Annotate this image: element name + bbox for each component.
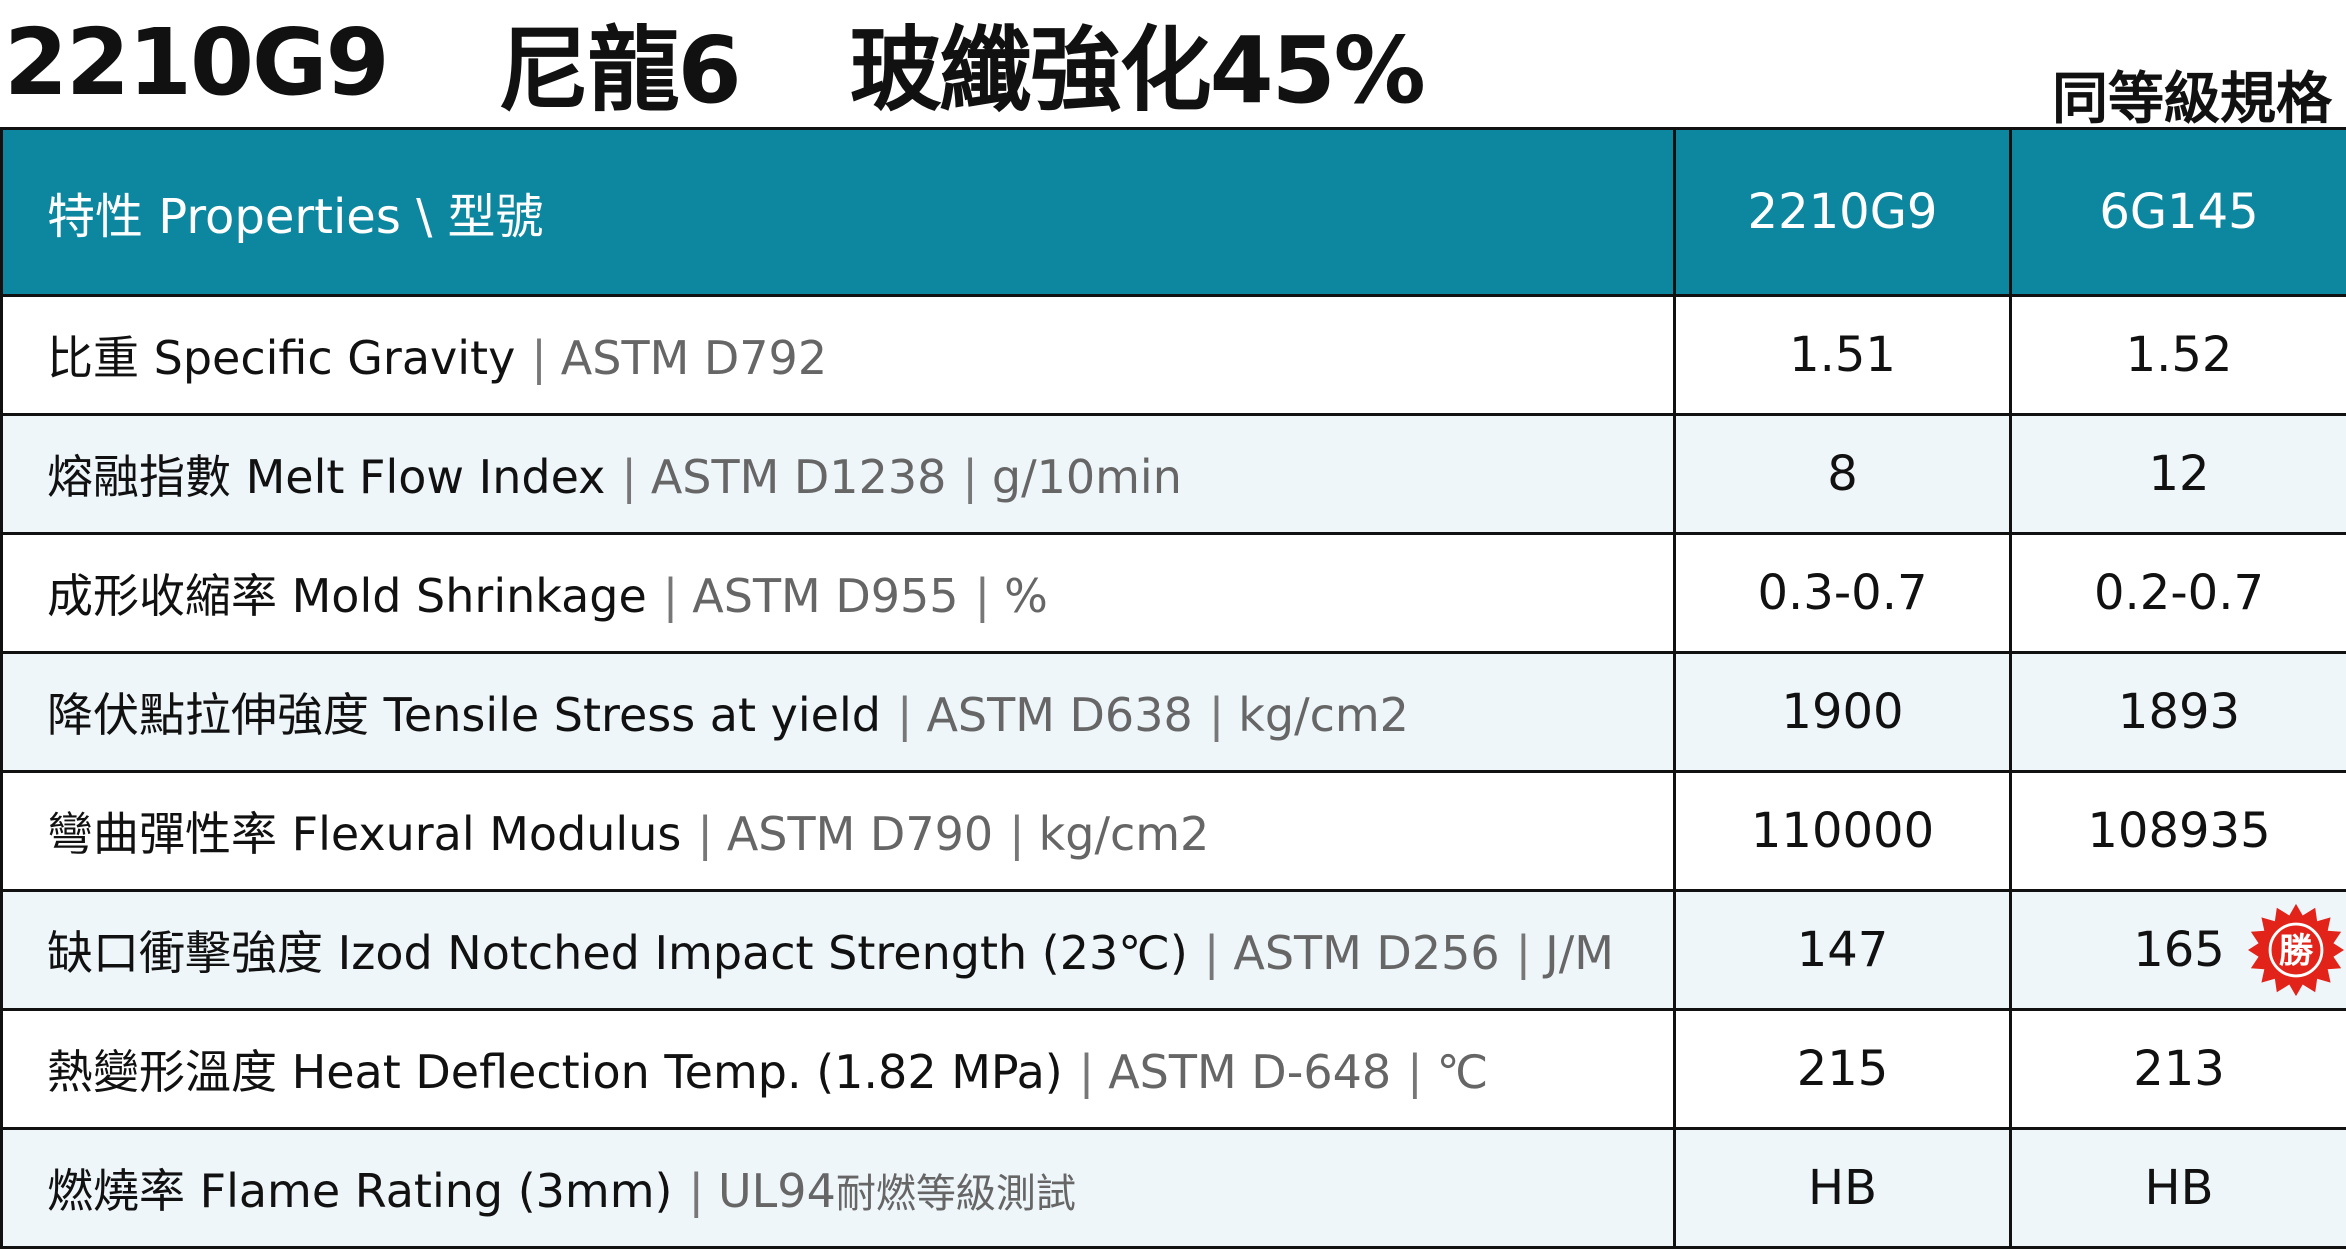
value-6g145: 12	[2009, 413, 2346, 535]
unit: kg/cm2	[1038, 807, 1210, 861]
row-label: 熱變形溫度 Heat Deflection Temp. (1.82 MPa) | A…	[0, 1008, 1676, 1130]
value-6g145: 1893	[2009, 651, 2346, 773]
table-row: 燃燒率 Flame Rating (3mm) | UL94耐燃等級測試 HB HB	[0, 1127, 2346, 1249]
value-2210g9: 8	[1673, 413, 2012, 535]
table-row: 降伏點拉伸強度 Tensile Stress at yield | ASTM D63…	[0, 651, 2346, 773]
value-6g145: 1.52	[2009, 294, 2346, 416]
row-label: 燃燒率 Flame Rating (3mm) | UL94耐燃等級測試	[0, 1127, 1676, 1249]
property-name: 熱變形溫度 Heat Deflection Temp. (1.82 MPa)	[47, 1045, 1063, 1099]
value-6g145: 108935	[2009, 770, 2346, 892]
title-material: 尼龍6	[497, 16, 742, 124]
separator: |	[962, 450, 978, 504]
property-name: 彎曲彈性率 Flexural Modulus	[47, 807, 682, 861]
test-standard: ASTM D792	[560, 331, 828, 385]
test-standard: ASTM D790	[726, 807, 994, 861]
unit: kg/cm2	[1238, 688, 1409, 742]
spec-table: 特性 Properties \ 型號 2210G9 6G145 比重 Speci…	[0, 127, 2346, 1249]
header-model-6g145: 6G145	[2009, 127, 2346, 297]
test-standard: ASTM D1238	[650, 450, 947, 504]
row-label: 降伏點拉伸強度 Tensile Stress at yield | ASTM D63…	[0, 651, 1676, 773]
unit: ℃	[1436, 1045, 1489, 1099]
property-name: 比重 Specific Gravity	[47, 331, 516, 385]
value-6g145: HB	[2009, 1127, 2346, 1249]
table-row: 缺口衝擊強度 Izod Notched Impact Strength (23℃…	[0, 889, 2346, 1011]
property-name: 燃燒率 Flame Rating (3mm)	[47, 1164, 673, 1218]
test-standard: ASTM D955	[692, 569, 959, 623]
table-row: 彎曲彈性率 Flexural Modulus | ASTM D790 | kg/cm2 …	[0, 770, 2346, 892]
separator: |	[662, 569, 679, 623]
separator: |	[896, 688, 913, 742]
title-reinforcement: 玻纖強化45%	[849, 16, 1426, 124]
property-name: 熔融指數 Melt Flow Index	[47, 450, 606, 504]
property-name: 缺口衝擊強度 Izod Notched Impact Strength (23℃…	[47, 926, 1188, 980]
separator: |	[1407, 1045, 1423, 1099]
row-label: 缺口衝擊強度 Izod Notched Impact Strength (23℃…	[0, 889, 1676, 1011]
separator: |	[1208, 688, 1225, 742]
separator: |	[974, 569, 991, 623]
header-model-2210g9: 2210G9	[1673, 127, 2012, 297]
badge-label: 勝	[2279, 931, 2314, 971]
badge-starburst	[2248, 903, 2344, 997]
separator: |	[1078, 1045, 1095, 1099]
unit: J/M	[1545, 926, 1614, 980]
value-2210g9: 147	[1673, 889, 2012, 1011]
test-standard: ASTM D256	[1233, 926, 1500, 980]
separator: |	[1009, 807, 1025, 861]
title-model: 2210G9	[4, 8, 390, 116]
row-label: 彎曲彈性率 Flexural Modulus | ASTM D790 | kg/cm2	[0, 770, 1676, 892]
separator: |	[621, 450, 637, 504]
value-6g145: 0.2-0.7	[2009, 532, 2346, 654]
page-title: 2210G9 尼龍6 玻纖強化45%	[4, 6, 1426, 124]
table-row: 熔融指數 Melt Flow Index | ASTM D1238 | g/10min …	[0, 413, 2346, 535]
value-6g145-cell: 165 勝	[2009, 889, 2346, 1011]
value-6g145: 165	[2133, 922, 2225, 978]
value-2210g9: 110000	[1673, 770, 2012, 892]
test-standard: ASTM D638	[926, 688, 1193, 742]
win-badge-icon: 勝	[2248, 903, 2344, 997]
value-2210g9: 1.51	[1673, 294, 2012, 416]
unit: g/10min	[991, 450, 1182, 504]
value-6g145: 213	[2009, 1008, 2346, 1130]
test-standard-note: 耐燃等級測試	[835, 1171, 1076, 1217]
separator: |	[1203, 926, 1220, 980]
test-standard: ASTM D-648	[1108, 1045, 1392, 1099]
value-2210g9: HB	[1673, 1127, 2012, 1249]
separator: |	[531, 331, 547, 385]
value-2210g9: 0.3-0.7	[1673, 532, 2012, 654]
test-standard: UL94	[718, 1164, 836, 1218]
table-row: 熱變形溫度 Heat Deflection Temp. (1.82 MPa) | A…	[0, 1008, 2346, 1130]
row-label: 比重 Specific Gravity | ASTM D792	[0, 294, 1676, 416]
unit: %	[1004, 569, 1048, 623]
row-label: 成形收縮率 Mold Shrinkage | ASTM D955 |%	[0, 532, 1676, 654]
property-name: 降伏點拉伸強度 Tensile Stress at yield	[47, 688, 881, 742]
property-name: 成形收縮率 Mold Shrinkage	[47, 569, 647, 623]
table-header-row: 特性 Properties \ 型號 2210G9 6G145	[0, 127, 2346, 297]
table-row: 比重 Specific Gravity | ASTM D792 1.51 1.52	[0, 294, 2346, 416]
value-2210g9: 215	[1673, 1008, 2012, 1130]
table-row: 成形收縮率 Mold Shrinkage | ASTM D955 |% 0.3-0.7…	[0, 532, 2346, 654]
separator: |	[697, 807, 713, 861]
header-property: 特性 Properties \ 型號	[0, 127, 1676, 297]
separator: |	[688, 1164, 705, 1218]
equivalent-grade-label: 同等級規格	[2052, 67, 2332, 132]
separator: |	[1515, 926, 1532, 980]
row-label: 熔融指數 Melt Flow Index | ASTM D1238 | g/10min	[0, 413, 1676, 535]
value-2210g9: 1900	[1673, 651, 2012, 773]
